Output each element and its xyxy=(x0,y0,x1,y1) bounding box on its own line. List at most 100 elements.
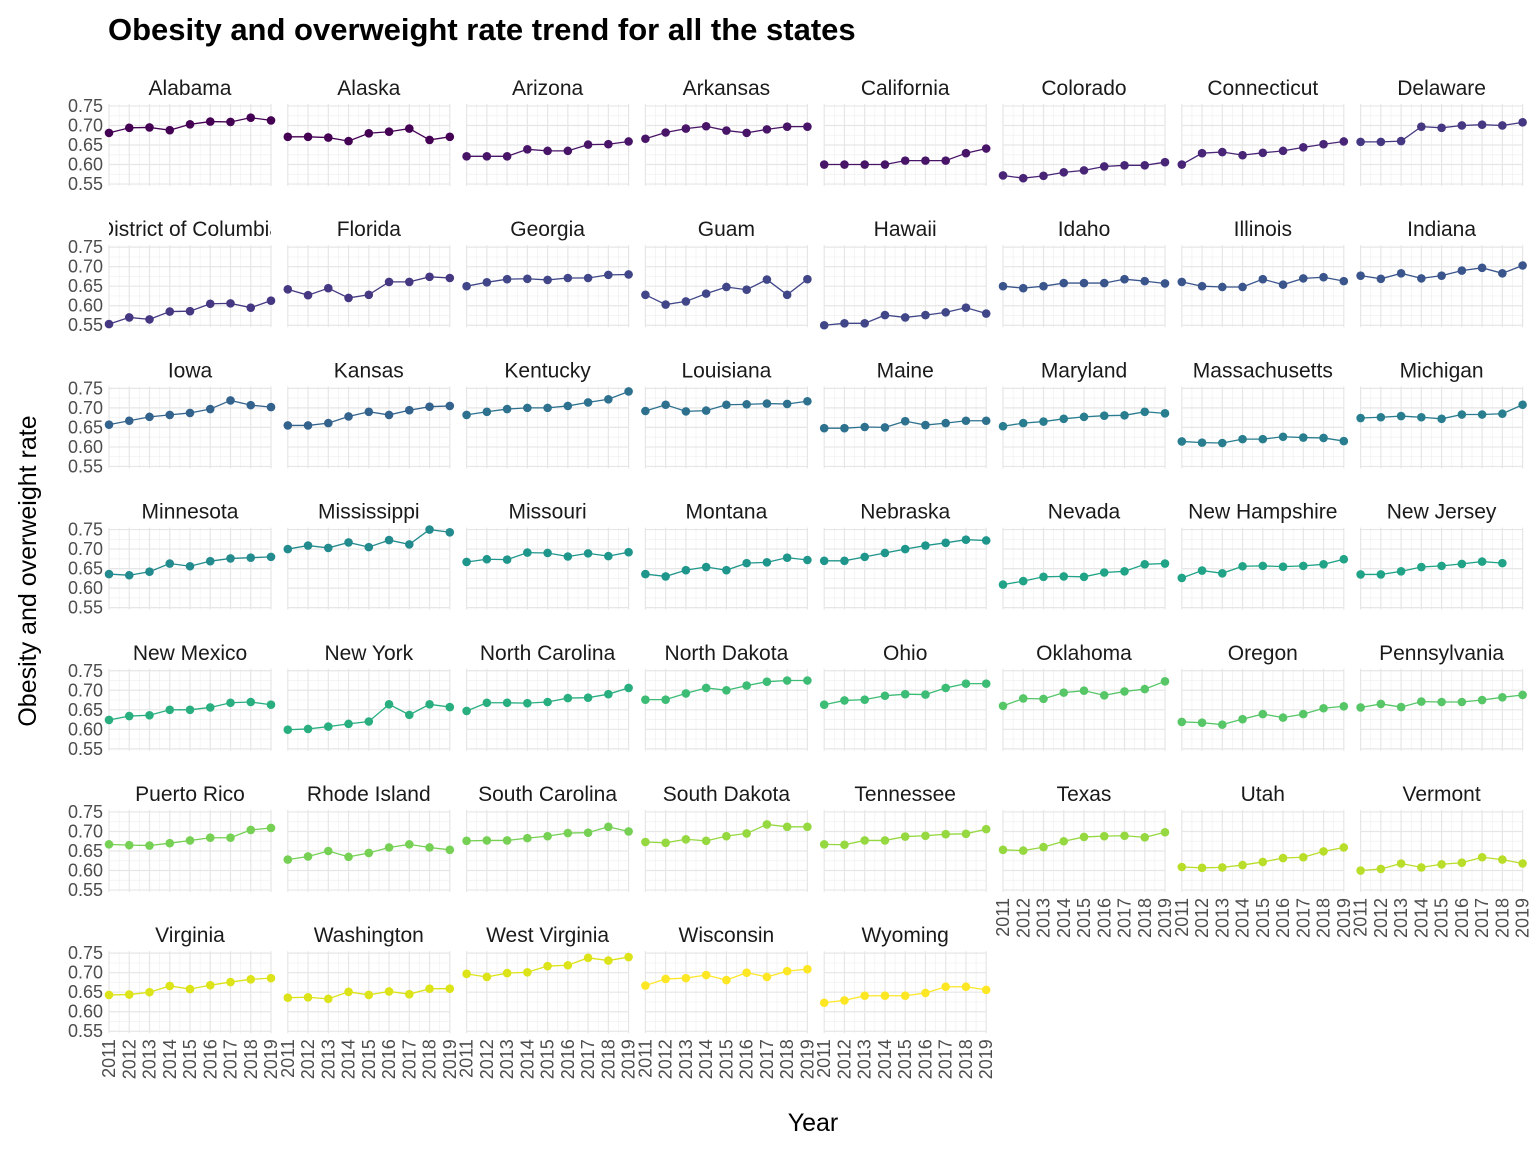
panel-north-carolina: North Carolina xyxy=(462,642,633,751)
data-point-massachusetts-2018 xyxy=(1319,433,1328,443)
data-point-wisconsin-2016 xyxy=(742,968,751,977)
data-point-hawaii-2016 xyxy=(921,310,930,320)
data-point-iowa-2016 xyxy=(205,404,215,414)
panel-south-dakota: South Dakota xyxy=(641,783,812,892)
data-point-idaho-2012 xyxy=(1018,283,1028,293)
data-point-hawaii-2019 xyxy=(981,309,991,318)
data-point-florida-2013 xyxy=(324,283,333,293)
data-point-north-carolina-2019 xyxy=(624,683,633,693)
data-point-alaska-2012 xyxy=(303,132,313,142)
data-point-kansas-2013 xyxy=(324,418,333,428)
data-point-idaho-2013 xyxy=(1039,281,1048,291)
data-point-illinois-2016 xyxy=(1278,280,1288,289)
data-point-hawaii-2012 xyxy=(840,318,849,328)
x-tick-label: 2019 xyxy=(261,1039,281,1079)
data-point-connecticut-2016 xyxy=(1278,146,1288,156)
data-point-west-virginia-2015 xyxy=(543,961,552,971)
data-point-ohio-2012 xyxy=(840,696,849,705)
panel-grid xyxy=(466,668,630,751)
panel-new-york: New York xyxy=(283,642,455,751)
data-point-utah-2011 xyxy=(1177,862,1187,872)
facet-label-illinois: Illinois xyxy=(1234,218,1292,241)
panel-utah: Utah 2011 2012 2013 2014 2015 2016 2017 2018 2019 xyxy=(1172,783,1354,938)
panel-ohio: Ohio xyxy=(819,642,991,751)
data-point-connecticut-2011 xyxy=(1177,160,1187,169)
data-point-kentucky-2013 xyxy=(502,404,512,414)
data-point-georgia-2016 xyxy=(563,273,573,283)
data-point-north-dakota-2012 xyxy=(661,695,670,704)
data-point-puerto-rico-2019 xyxy=(266,823,276,833)
data-point-ohio-2013 xyxy=(860,695,869,704)
panel-grid xyxy=(644,245,809,328)
facet-label-washington: Washington xyxy=(314,924,424,947)
x-tick-label: 2017 xyxy=(1293,898,1313,938)
panel-grid xyxy=(1359,810,1524,892)
y-tick-label: 0.70 xyxy=(68,398,103,418)
data-point-mississippi-2011 xyxy=(283,544,293,554)
data-point-mississippi-2016 xyxy=(384,535,394,545)
data-point-maryland-2018 xyxy=(1140,407,1150,417)
data-point-new-york-2017 xyxy=(405,710,414,720)
panel-grid xyxy=(287,245,451,328)
data-point-minnesota-2011 xyxy=(104,569,114,579)
data-point-mississippi-2012 xyxy=(303,541,313,550)
x-tick-label: 2015 xyxy=(1074,898,1094,938)
data-point-oregon-2012 xyxy=(1197,718,1207,727)
data-point-new-jersey-2013 xyxy=(1396,567,1406,576)
data-point-idaho-2019 xyxy=(1160,279,1170,288)
data-point-puerto-rico-2011 xyxy=(104,840,114,849)
data-point-nebraska-2012 xyxy=(840,556,849,566)
panel-grid xyxy=(823,527,987,610)
x-tick-label: 2019 xyxy=(619,1039,639,1079)
x-tick-label: 2018 xyxy=(420,1039,440,1079)
panel-grid xyxy=(644,386,809,469)
data-point-texas-2015 xyxy=(1079,832,1089,842)
data-point-puerto-rico-2014 xyxy=(165,838,175,848)
data-point-idaho-2014 xyxy=(1059,278,1069,288)
data-point-puerto-rico-2012 xyxy=(124,840,134,850)
panel-arkansas: Arkansas xyxy=(641,77,812,186)
facet-label-texas: Texas xyxy=(1057,783,1112,806)
facet-label-hawaii: Hawaii xyxy=(874,218,937,241)
data-point-pennsylvania-2013 xyxy=(1396,702,1406,712)
facet-label-idaho: Idaho xyxy=(1058,218,1111,241)
data-point-delaware-2018 xyxy=(1498,121,1507,130)
facet-label-wyoming: Wyoming xyxy=(862,924,949,947)
x-tick-label: 2011 xyxy=(1351,898,1371,937)
panel-south-carolina: South Carolina xyxy=(462,783,633,892)
data-point-indiana-2013 xyxy=(1396,269,1406,278)
data-point-guam-2019 xyxy=(803,274,812,284)
x-tick-label: 2017 xyxy=(578,1039,598,1079)
data-point-florida-2012 xyxy=(303,290,313,300)
data-point-washington-2016 xyxy=(384,987,394,996)
data-point-maine-2013 xyxy=(860,422,869,432)
panel-grid xyxy=(1181,386,1345,469)
data-point-new-york-2011 xyxy=(283,725,293,735)
data-point-wisconsin-2014 xyxy=(701,970,711,980)
y-tick-label: 0.55 xyxy=(68,739,103,759)
data-point-new-hampshire-2012 xyxy=(1197,566,1207,575)
x-tick-label: 2013 xyxy=(318,1039,338,1079)
data-point-maryland-2016 xyxy=(1099,411,1109,420)
facet-label-virginia: Virginia xyxy=(155,924,225,947)
facet-label-vermont: Vermont xyxy=(1402,783,1480,806)
data-point-pennsylvania-2011 xyxy=(1356,703,1365,712)
facet-label-new-york: New York xyxy=(324,642,413,665)
data-point-west-virginia-2013 xyxy=(502,968,512,978)
data-point-kentucky-2018 xyxy=(604,394,613,404)
data-point-wisconsin-2019 xyxy=(803,964,812,974)
data-point-georgia-2011 xyxy=(462,281,471,291)
data-point-iowa-2019 xyxy=(266,402,276,412)
data-point-nevada-2011 xyxy=(998,580,1008,589)
data-point-texas-2014 xyxy=(1059,836,1069,846)
data-point-texas-2019 xyxy=(1160,827,1170,837)
data-point-colorado-2016 xyxy=(1099,162,1109,171)
panel-oklahoma: Oklahoma xyxy=(998,642,1170,751)
panel-missouri: Missouri xyxy=(462,501,633,610)
data-point-missouri-2019 xyxy=(624,547,633,557)
panel-grid xyxy=(466,810,630,892)
data-point-delaware-2013 xyxy=(1396,136,1406,146)
data-point-hawaii-2013 xyxy=(860,318,869,328)
y-tick-label: 0.55 xyxy=(68,1021,103,1041)
